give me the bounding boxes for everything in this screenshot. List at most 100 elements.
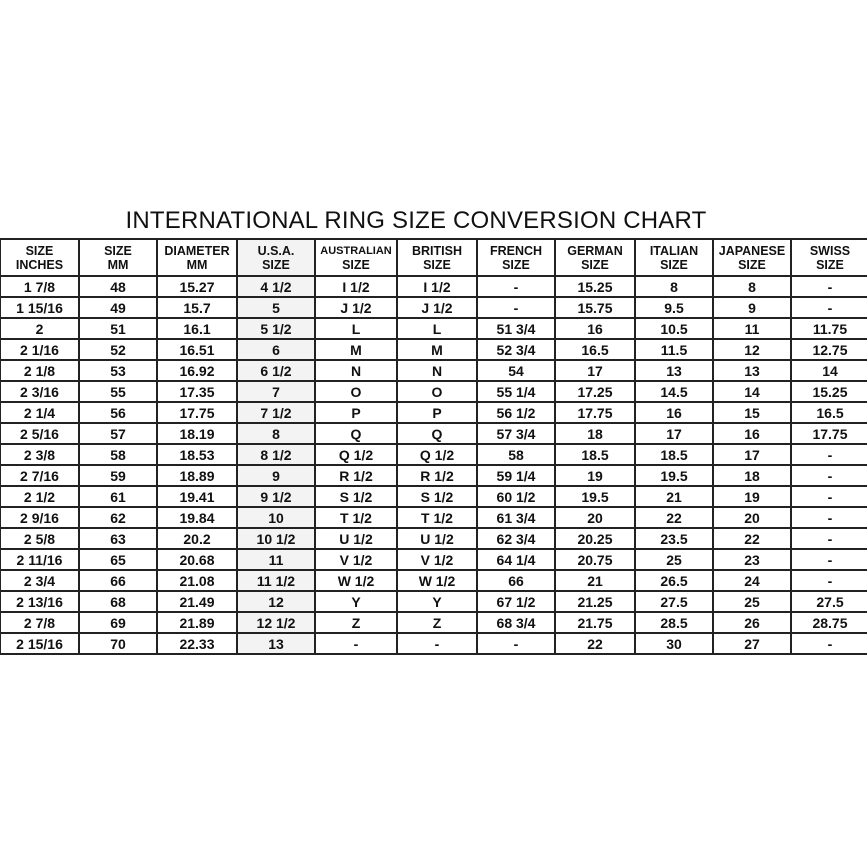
table-cell: 18.53 <box>156 443 238 466</box>
table-cell: 11.5 <box>634 338 714 361</box>
table-cell: 20 <box>712 506 792 529</box>
table-row: 2 3/4 66 21.08 11 1/2 W 1/2 W 1/2 66 21 26.5 24- <box>0 569 867 592</box>
table-cell: 22 <box>634 506 714 529</box>
table-cell: 19.5 <box>634 464 714 487</box>
table-cell: - <box>790 506 867 529</box>
table-cell: 22.33 <box>156 632 238 655</box>
table-cell: 9 <box>236 464 316 487</box>
table-cell: - <box>476 275 556 298</box>
table-cell: 19 <box>554 464 636 487</box>
table-cell: T 1/2 <box>314 506 398 529</box>
table-cell: 59 1/4 <box>476 464 556 487</box>
table-cell: 16 <box>634 401 714 424</box>
table-cell: 15.27 <box>156 275 238 298</box>
table-cell: W 1/2 <box>396 569 478 592</box>
table-cell: 14 <box>712 380 792 403</box>
table-cell: M <box>396 338 478 361</box>
table-cell: 12 <box>236 590 316 613</box>
table-cell: L <box>396 317 478 340</box>
table-cell: 7 <box>236 380 316 403</box>
table-cell: 2 15/16 <box>0 632 80 655</box>
table-cell: 18 <box>554 422 636 445</box>
table-cell: 16.5 <box>790 401 867 424</box>
table-cell: 8 <box>634 275 714 298</box>
table-cell: - <box>476 296 556 319</box>
table-cell: 57 <box>78 422 158 445</box>
table-cell: 2 13/16 <box>0 590 80 613</box>
table-cell: 16 <box>712 422 792 445</box>
table-cell: - <box>790 464 867 487</box>
table-cell: 20 <box>554 506 636 529</box>
column-header-line: SIZE <box>423 257 451 272</box>
table-cell: 25 <box>712 590 792 613</box>
table-row: 2 3/8 58 18.53 8 1/2 Q 1/2 Q 1/2 58 18.5 18.5 17- <box>0 443 867 466</box>
table-cell: 14 <box>790 359 867 382</box>
table-row: 2 3/16 55 17.35 7 O O 55 1/4 17.25 14.5 14 15.25 <box>0 380 867 403</box>
table-cell: N <box>396 359 478 382</box>
table-cell: 58 <box>476 443 556 466</box>
table-cell: 1 15/16 <box>0 296 80 319</box>
table-cell: 19.84 <box>156 506 238 529</box>
table-cell: - <box>476 632 556 655</box>
table-cell: R 1/2 <box>314 464 398 487</box>
table-cell: - <box>790 527 867 550</box>
table-cell: 56 <box>78 401 158 424</box>
table-cell: J 1/2 <box>314 296 398 319</box>
table-cell: 7 1/2 <box>236 401 316 424</box>
table-cell: 14.5 <box>634 380 714 403</box>
table-cell: 27.5 <box>790 590 867 613</box>
table-cell: 15.7 <box>156 296 238 319</box>
table-row: 2 1/4 56 17.75 7 1/2 P P 56 1/2 17.75 16 15 16.5 <box>0 401 867 424</box>
table-row: 2 5/16 57 18.19 8 Q Q 57 3/4 18 17 16 17.75 <box>0 422 867 445</box>
table-cell: 70 <box>78 632 158 655</box>
column-header-line: SIZE <box>104 243 132 258</box>
table-cell: 68 <box>78 590 158 613</box>
table-cell: 24 <box>712 569 792 592</box>
column-header: BRITISH SIZE <box>396 238 478 277</box>
table-row: 2 5/8 63 20.2 10 1/2 U 1/2 U 1/2 62 3/4 20.25 23… <box>0 527 867 550</box>
table-cell: O <box>396 380 478 403</box>
column-header: SIZE MM <box>78 238 158 277</box>
table-cell: 13 <box>236 632 316 655</box>
table-cell: 9 <box>712 296 792 319</box>
column-header-line: DIAMETER <box>164 243 230 258</box>
table-row: 2 7/8 69 21.89 12 1/2 Z Z 68 3/4 21.75 28.5 26 28.… <box>0 611 867 634</box>
table-cell: 11.75 <box>790 317 867 340</box>
chart-title: INTERNATIONAL RING SIZE CONVERSION CHART <box>125 207 707 234</box>
table-cell: 10.5 <box>634 317 714 340</box>
table-cell: 1 7/8 <box>0 275 80 298</box>
table-cell: 21.49 <box>156 590 238 613</box>
table-cell: 25 <box>634 548 714 571</box>
table-cell: 19.5 <box>554 485 636 508</box>
table-cell: - <box>790 296 867 319</box>
table-cell: 59 <box>78 464 158 487</box>
table-cell: 64 1/4 <box>476 548 556 571</box>
table-cell: 20.75 <box>554 548 636 571</box>
table-cell: 21.75 <box>554 611 636 634</box>
table-cell: 26.5 <box>634 569 714 592</box>
table-cell: 8 <box>236 422 316 445</box>
table-cell: J 1/2 <box>396 296 478 319</box>
table-cell: 17.25 <box>554 380 636 403</box>
table-cell: 16.51 <box>156 338 238 361</box>
table-cell: 10 1/2 <box>236 527 316 550</box>
table-cell: 20.68 <box>156 548 238 571</box>
table-cell: 16.5 <box>554 338 636 361</box>
table-cell: 19.41 <box>156 485 238 508</box>
table-cell: V 1/2 <box>314 548 398 571</box>
column-header: SWISS SIZE <box>790 238 867 277</box>
table-cell: 20.25 <box>554 527 636 550</box>
table-cell: 19 <box>712 485 792 508</box>
table-cell: 22 <box>712 527 792 550</box>
table-cell: 15.25 <box>554 275 636 298</box>
table-cell: 2 3/4 <box>0 569 80 592</box>
table-cell: 9 1/2 <box>236 485 316 508</box>
table-cell: 8 1/2 <box>236 443 316 466</box>
column-header: SIZE INCHES <box>0 238 80 277</box>
table-cell: 18.5 <box>634 443 714 466</box>
table-cell: 55 1/4 <box>476 380 556 403</box>
table-cell: U 1/2 <box>396 527 478 550</box>
table-cell: 69 <box>78 611 158 634</box>
table-cell: I 1/2 <box>314 275 398 298</box>
table-cell: 21 <box>554 569 636 592</box>
